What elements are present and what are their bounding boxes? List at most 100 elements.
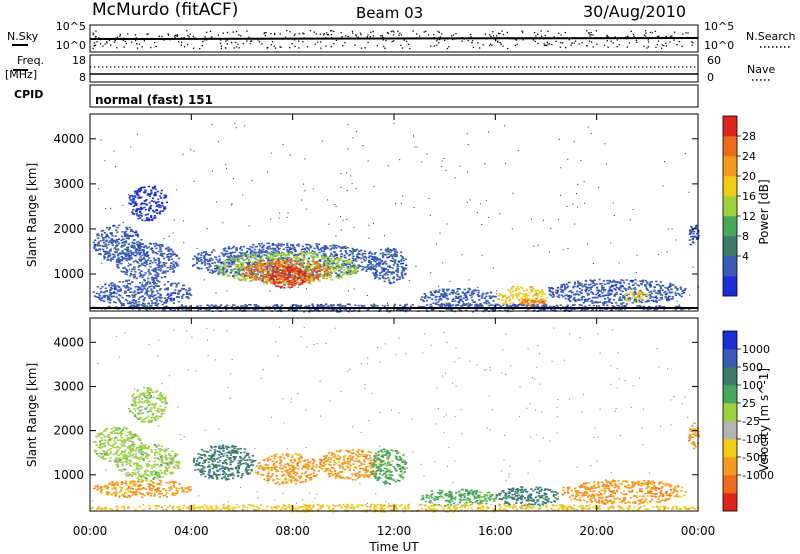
range-cell: [154, 297, 158, 300]
range-cell: [135, 203, 138, 205]
nsky-dot: [306, 46, 309, 48]
nsky-dot: [398, 34, 400, 36]
range-cell: [206, 259, 209, 261]
range-cell: [447, 298, 450, 300]
range-cell: [229, 254, 233, 256]
range-cell: [451, 289, 454, 291]
nsky-dot: [125, 42, 128, 45]
nsky-dot: [372, 30, 374, 33]
range-cell: [108, 284, 111, 287]
nsky-dot: [340, 32, 342, 34]
range-cell: [593, 279, 596, 281]
range-cell: [175, 261, 178, 264]
range-cell: [117, 254, 120, 257]
nsky-dot: [240, 35, 242, 37]
range-cell: [441, 288, 444, 291]
range-cell: [444, 294, 447, 297]
range-cell: [262, 267, 265, 270]
range-cell: [126, 286, 129, 288]
range-cell: [317, 248, 320, 251]
range-cell: [311, 280, 315, 282]
range-cell: [125, 271, 128, 274]
range-cell: [317, 264, 320, 267]
range-cell: [165, 247, 168, 250]
range-cell: [107, 296, 111, 299]
range-cell: [352, 255, 355, 257]
range-cell: [257, 260, 260, 262]
range-cell: [440, 302, 443, 305]
range-cell: [109, 282, 113, 285]
range-cell: [566, 286, 569, 289]
range-cell: [253, 255, 256, 258]
nsky-dot: [441, 33, 443, 35]
range-cell: [154, 274, 157, 276]
range-cell: [294, 282, 297, 285]
range-cell: [147, 268, 150, 271]
range-cell: [319, 272, 322, 274]
range-cell: [351, 272, 354, 275]
nsky-dot: [419, 35, 421, 37]
range-cell: [604, 298, 607, 300]
range-cell: [650, 280, 653, 283]
nsky-dot: [178, 41, 180, 43]
range-cell: [286, 268, 289, 270]
range-cell: [157, 285, 160, 287]
range-cell: [125, 237, 128, 239]
range-cell: [142, 302, 145, 305]
beam-title: Beam 03: [356, 4, 423, 22]
range-cell: [251, 274, 254, 276]
range-cell: [379, 261, 382, 264]
range-cell: [149, 260, 152, 262]
range-cell: [310, 264, 313, 267]
range-cell: [278, 244, 281, 246]
range-cell: [120, 270, 123, 273]
range-cell: [152, 281, 155, 283]
range-cell: [305, 253, 308, 256]
range-cell: [343, 271, 347, 274]
nsky-dot: [633, 35, 635, 37]
range-cell: [269, 277, 273, 280]
range-cell: [145, 290, 148, 292]
range-cell: [345, 262, 348, 264]
nsky-dot: [630, 30, 632, 32]
range-cell: [153, 185, 157, 188]
nsky-dot: [543, 44, 546, 46]
range-cell: [159, 261, 162, 264]
range-cell: [124, 292, 127, 294]
range-cell: [118, 286, 121, 289]
range-cell: [302, 277, 305, 280]
range-cell: [584, 289, 587, 291]
range-cell: [135, 302, 138, 304]
range-cell: [633, 300, 636, 303]
range-cell: [317, 278, 320, 281]
range-cell: [276, 278, 279, 280]
range-cell: [470, 292, 473, 295]
range-cell: [289, 248, 292, 250]
nsky-dot: [436, 40, 438, 42]
nsky-dot: [175, 34, 177, 36]
range-cell: [325, 266, 328, 269]
range-cell: [343, 256, 346, 259]
range-cell: [564, 286, 567, 289]
range-cell: [98, 298, 102, 300]
range-cell: [292, 263, 295, 266]
range-cell: [549, 294, 552, 297]
range-cell: [310, 245, 313, 248]
range-cell: [282, 269, 285, 272]
range-cell: [157, 198, 160, 200]
range-cell: [230, 268, 233, 271]
range-cell: [623, 305, 626, 307]
range-cell: [287, 253, 290, 255]
range-cell: [118, 281, 121, 283]
range-cell: [269, 258, 272, 261]
range-cell: [270, 264, 273, 266]
range-cell: [655, 284, 658, 286]
range-cell: [279, 265, 282, 267]
range-cell: [504, 300, 507, 303]
nsky-dot: [232, 31, 234, 33]
nsky-dot: [589, 35, 591, 37]
range-cell: [404, 304, 407, 306]
range-cell: [509, 298, 512, 301]
range-cell: [339, 246, 342, 249]
range-cell: [138, 308, 141, 311]
